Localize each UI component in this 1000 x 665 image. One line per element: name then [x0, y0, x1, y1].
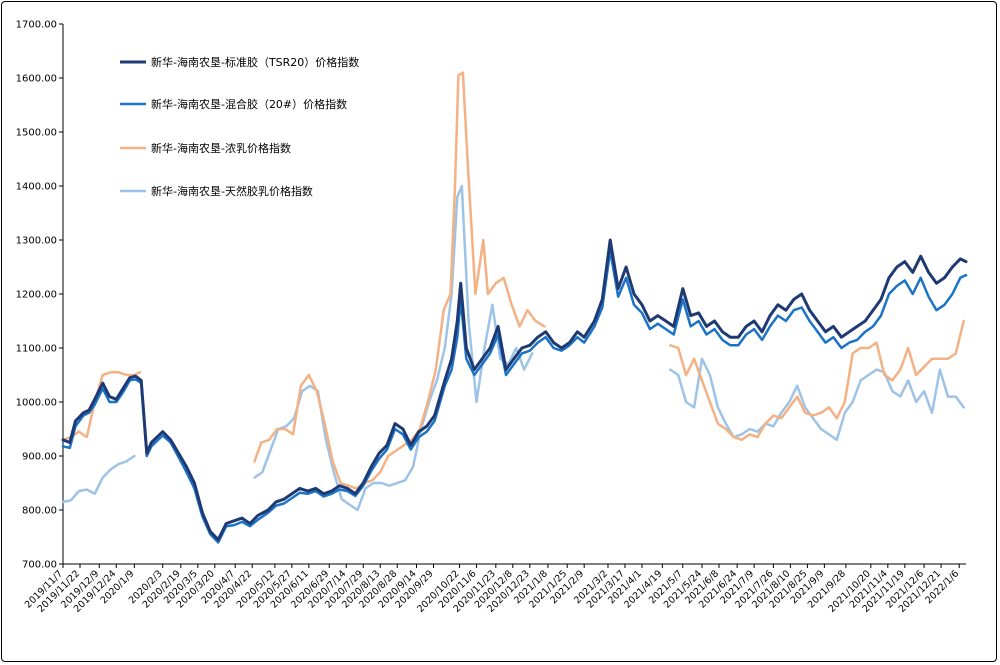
y-tick-label: 1600.00 — [16, 74, 57, 85]
series-line-4 — [669, 357, 965, 442]
series-line-3 — [61, 371, 142, 442]
y-axis: 700.00 800.00 900.00 1000.00 1100.00 1200.00 1… — [16, 20, 64, 571]
legend-label: 新华-海南农垦-混合胶（20#）价格指数 — [151, 97, 347, 111]
y-tick-label: 700.00 — [22, 560, 57, 571]
y-tick-label: 1100.00 — [16, 344, 57, 355]
series-line-4 — [253, 184, 534, 512]
y-tick-label: 1500.00 — [16, 128, 57, 139]
x-axis: 2019/11/72019/11/222019/12/92019/12/2420… — [23, 563, 966, 615]
series-line-1 — [61, 238, 968, 542]
y-tick-label: 900.00 — [22, 452, 57, 463]
series-line-4 — [61, 454, 136, 504]
y-tick-label: 800.00 — [22, 506, 57, 517]
legend-label: 新华-海南农垦-天然胶乳价格指数 — [151, 184, 313, 198]
y-tick-label: 1300.00 — [16, 236, 57, 247]
series-layer — [61, 71, 968, 544]
y-tick-label: 1700.00 — [16, 20, 57, 31]
legend-label: 新华-海南农垦-标准胶（TSR20）价格指数 — [151, 55, 359, 69]
y-tick-label: 1000.00 — [16, 398, 57, 409]
y-tick-label: 1400.00 — [16, 182, 57, 193]
legend-label: 新华-海南农垦-浓乳价格指数 — [151, 141, 291, 155]
y-tick-label: 1200.00 — [16, 290, 57, 301]
legend: 新华-海南农垦-标准胶（TSR20）价格指数新华-海南农垦-混合胶（20#）价格… — [120, 55, 359, 198]
series-line-3 — [669, 319, 965, 442]
